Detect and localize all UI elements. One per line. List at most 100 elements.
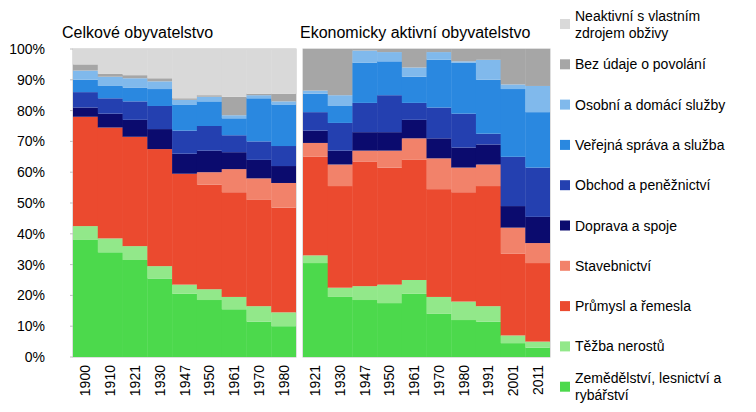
bar-segment [222,135,247,152]
bar-segment [525,49,550,86]
bar-segment [501,49,526,84]
y-tick-label: 90% [17,72,45,88]
bar-segment [525,217,550,243]
bar-segment [328,165,353,187]
bar-segment [476,134,501,145]
bar-segment [73,108,98,117]
bar-segment [271,208,296,313]
legend-label: Doprava a spoje [575,218,677,234]
bar-segment [271,94,296,102]
x-tick-label: 1961 [406,365,422,396]
y-tick-label: 50% [17,195,45,211]
bar-segment [303,143,328,157]
bar-segment [271,312,296,326]
bar-segment [427,49,452,52]
bar-segment [476,322,501,357]
bar-segment [172,294,197,357]
y-tick-label: 10% [17,318,45,334]
plot-frame [73,49,296,357]
bar-segment [246,94,271,96]
x-tick-label: 1930 [152,365,168,396]
bar-segment [328,95,353,106]
bar-segment [328,297,353,357]
bar-segment [476,144,501,164]
legend: Neaktivní s vlastnímzdrojem obživy Bez úd… [560,8,725,404]
bar-segment [427,52,452,60]
bar-segment [427,138,452,158]
bar-segment [172,100,197,105]
bar-segment [525,243,550,263]
bar-segment [402,77,427,103]
bar-segment [271,104,296,146]
bar-segment [147,78,172,81]
bar-segment [352,49,377,50]
y-tick-label: 20% [17,287,45,303]
bar-segment [73,226,98,240]
bar-segment [73,117,98,226]
y-tick [70,203,73,204]
bar-segment [222,49,247,97]
bar-segment [525,348,550,357]
legend-label: Průmysl a řemesla [575,298,691,314]
bar-segment [123,75,148,78]
bar-segment [352,63,377,103]
bar-segment [73,49,98,64]
bar-segment [246,306,271,321]
bar-segment [402,160,427,280]
y-tick-label: 100% [9,41,45,57]
bar-segment [352,161,377,286]
bar-segment [501,84,526,89]
bar-segment [501,343,526,357]
bar-segment [197,185,222,290]
bar-segment [271,166,296,183]
bar-segment [501,335,526,343]
legend-label-line: Průmysl a řemesla [575,298,691,314]
y-tick [70,79,73,80]
bar-segment [73,80,98,92]
bar-segment [123,260,148,357]
bar-segment [377,49,402,50]
bar-segment [303,157,328,256]
legend-label-line: Bez údaje o povolání [575,56,706,72]
y-tick [70,141,73,142]
bars [303,49,550,357]
bar-segment [147,89,172,106]
bar-segment [197,289,222,300]
bar-segment [172,98,197,100]
bar-segment [402,49,427,50]
bar-segment [197,172,222,184]
legend-swatch [560,100,570,110]
bar-segment [147,149,172,266]
bar-segment [98,114,123,128]
bar-segment [377,49,402,52]
bar-segment [377,285,402,303]
bar-segment [98,77,123,86]
bar-segment [303,91,328,94]
bar-segment [476,49,501,50]
bar-segment [451,168,476,193]
bar-segment [98,128,123,239]
legend-label-line: Obchod a peněžnictví [575,177,711,193]
bar-segment [451,302,476,320]
bar-segment [451,148,476,168]
y-tick-label: 0% [25,349,45,365]
bar-segment [427,60,452,108]
bar-segment [172,285,197,294]
bar-segment [402,103,427,120]
bar-segment [197,126,222,151]
bar-segment [501,254,526,336]
bar-segment [98,238,123,252]
legend-swatch [560,382,570,392]
bar-segment [427,297,452,314]
x-tick-label: 1947 [357,365,373,396]
bar-segment [147,129,172,149]
bar-segment [377,168,402,285]
bar-segment [123,49,148,75]
bar-segment [501,49,526,50]
bar-segment [328,288,353,297]
bar-segment [451,192,476,301]
legend-label: Neaktivní s vlastnímzdrojem obživy [575,8,700,41]
bar-segment [402,49,427,67]
bar-segment [246,49,271,94]
bar-segment [271,146,296,166]
